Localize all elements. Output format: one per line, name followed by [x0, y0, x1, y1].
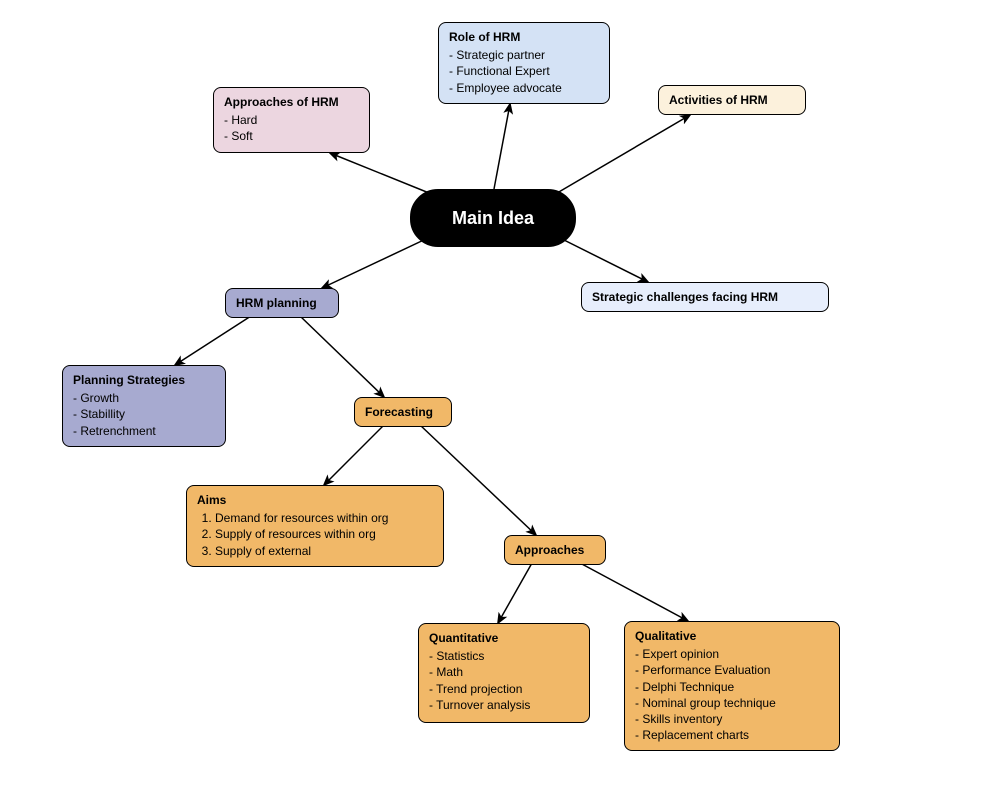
node-item: Statistics [429, 648, 579, 664]
node-title: Approaches of HRM [224, 94, 359, 110]
node-quantitative: Quantitative StatisticsMathTrend projecti… [418, 623, 590, 723]
node-activities-hrm: Activities of HRM [658, 85, 806, 115]
node-items: Demand for resources within orgSupply of… [197, 510, 433, 559]
node-aims: AimsDemand for resources within orgSuppl… [186, 485, 444, 567]
node-title: Quantitative [429, 630, 579, 646]
node-item: Hard [224, 112, 359, 128]
node-item: Functional Expert [449, 63, 599, 79]
node-planning-strategies: Planning Strategies GrowthStabillityRetre… [62, 365, 226, 447]
node-item: Trend projection [429, 681, 579, 697]
node-item: Stabillity [73, 406, 215, 422]
node-hrm-planning: HRM planning [225, 288, 339, 318]
edge-hrm-planning-to-forecasting [300, 316, 384, 397]
edge-main-idea-to-activities-hrm [552, 115, 690, 196]
node-item: Expert opinion [635, 646, 829, 662]
node-qualitative: Qualitative Expert opinionPerformance Eva… [624, 621, 840, 751]
node-item: Soft [224, 128, 359, 144]
node-item: Replacement charts [635, 727, 829, 743]
node-item: Nominal group technique [635, 695, 829, 711]
node-role-hrm: Role of HRM Strategic partnerFunctional E… [438, 22, 610, 104]
edge-approaches-to-quantitative [498, 563, 532, 623]
node-title: Approaches [515, 542, 595, 558]
node-items: Strategic partnerFunctional ExpertEmploy… [449, 47, 599, 96]
edge-forecasting-to-aims [324, 425, 384, 485]
node-approaches: Approaches [504, 535, 606, 565]
edge-main-idea-to-strategic-challenges [556, 236, 648, 282]
diagram-canvas: Main Idea Approaches of HRM HardSoft Role … [0, 0, 984, 801]
node-title: Forecasting [365, 404, 441, 420]
edge-main-idea-to-role-hrm [494, 104, 510, 189]
node-item: Strategic partner [449, 47, 599, 63]
node-item: Performance Evaluation [635, 662, 829, 678]
node-item: Supply of external [215, 543, 433, 559]
node-item: Demand for resources within org [215, 510, 433, 526]
node-items: HardSoft [224, 112, 359, 144]
node-title: Activities of HRM [669, 92, 795, 108]
node-title: Strategic challenges facing HRM [592, 289, 818, 305]
node-item: Skills inventory [635, 711, 829, 727]
node-title: Aims [197, 492, 433, 508]
edge-main-idea-to-approaches-hrm [330, 153, 434, 195]
node-item: Employee advocate [449, 80, 599, 96]
node-title: Qualitative [635, 628, 829, 644]
central-node-main-idea: Main Idea [410, 189, 576, 247]
node-items: Expert opinionPerformance EvaluationDelp… [635, 646, 829, 743]
node-item: Growth [73, 390, 215, 406]
edge-hrm-planning-to-planning-strategies [175, 316, 251, 365]
node-item: Delphi Technique [635, 679, 829, 695]
node-items: GrowthStabillityRetrenchment [73, 390, 215, 439]
central-label: Main Idea [452, 208, 534, 229]
node-title: Planning Strategies [73, 372, 215, 388]
edge-approaches-to-qualitative [580, 563, 688, 621]
node-title: Role of HRM [449, 29, 599, 45]
node-strategic-challenges: Strategic challenges facing HRM [581, 282, 829, 312]
edge-main-idea-to-hrm-planning [322, 238, 428, 288]
node-item: Retrenchment [73, 423, 215, 439]
node-item: Math [429, 664, 579, 680]
node-item: Turnover analysis [429, 697, 579, 713]
node-title: HRM planning [236, 295, 328, 311]
node-items: StatisticsMathTrend projectionTurnover a… [429, 648, 579, 713]
node-forecasting: Forecasting [354, 397, 452, 427]
node-item: Supply of resources within org [215, 526, 433, 542]
node-approaches-hrm: Approaches of HRM HardSoft [213, 87, 370, 153]
